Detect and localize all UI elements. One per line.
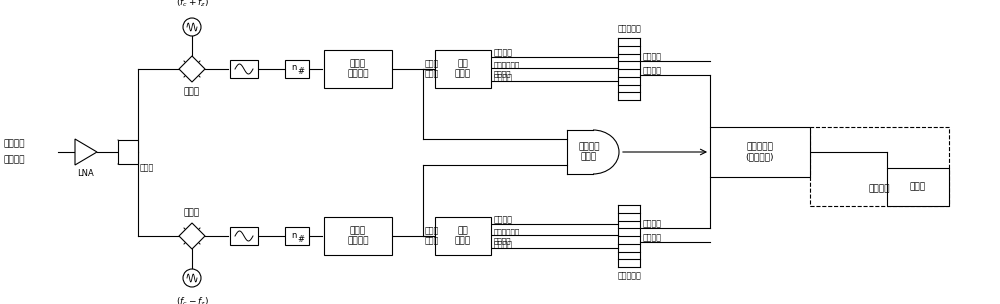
- Text: 接收信号: 接收信号: [3, 156, 24, 164]
- Bar: [230, 227, 258, 245]
- Polygon shape: [179, 56, 205, 82]
- Text: n: n: [291, 230, 297, 240]
- Text: 切换执行器
(数据输出): 切换执行器 (数据输出): [746, 142, 774, 162]
- Text: 顺序写入: 顺序写入: [494, 71, 512, 77]
- Text: 地址总线: 地址总线: [494, 216, 513, 224]
- Bar: [285, 60, 309, 78]
- Text: 受控读出: 受控读出: [869, 185, 890, 194]
- Text: 上位机: 上位机: [910, 182, 926, 192]
- Text: 地址总线: 地址总线: [494, 49, 513, 57]
- Text: 误码率: 误码率: [425, 70, 439, 78]
- Text: LNA: LNA: [77, 170, 93, 178]
- Text: 通路选择
判别器: 通路选择 判别器: [578, 142, 600, 162]
- Polygon shape: [75, 139, 97, 165]
- Bar: [810, 127, 949, 206]
- Text: 数字化
解调处理: 数字化 解调处理: [347, 226, 369, 246]
- Text: #: #: [298, 234, 304, 244]
- Text: 信息
预处理: 信息 预处理: [455, 59, 471, 79]
- Text: 上通路: 上通路: [425, 60, 439, 68]
- Text: 数据总线: 数据总线: [494, 74, 513, 82]
- Text: n: n: [291, 64, 297, 72]
- Text: 数据总线: 数据总线: [643, 53, 662, 61]
- Text: 下通路: 下通路: [425, 226, 439, 236]
- Text: $(f_c+f_z)$: $(f_c+f_z)$: [176, 0, 208, 9]
- Polygon shape: [179, 223, 205, 249]
- Bar: [118, 140, 138, 164]
- Text: 顺序写入: 顺序写入: [494, 238, 512, 244]
- Text: 来自天线: 来自天线: [3, 140, 24, 148]
- Bar: [324, 50, 392, 88]
- Text: 信息
预处理: 信息 预处理: [455, 226, 471, 246]
- Bar: [230, 60, 258, 78]
- Text: 乘法器: 乘法器: [184, 209, 200, 217]
- Text: 分路器: 分路器: [140, 164, 154, 172]
- Text: 数字化
解调处理: 数字化 解调处理: [347, 59, 369, 79]
- Bar: [710, 127, 810, 177]
- Text: 乘法器: 乘法器: [184, 88, 200, 96]
- Text: 控制总线: 控制总线: [643, 67, 662, 75]
- Circle shape: [183, 269, 201, 287]
- Text: 数据总线: 数据总线: [643, 233, 662, 243]
- Circle shape: [183, 18, 201, 36]
- Text: 用户基带数据: 用户基带数据: [494, 62, 520, 68]
- Bar: [285, 227, 309, 245]
- Bar: [435, 50, 491, 88]
- Bar: [324, 217, 392, 255]
- Text: 数据总线: 数据总线: [494, 240, 513, 250]
- Text: 下区存储器: 下区存储器: [617, 271, 641, 281]
- Text: 控制总线: 控制总线: [643, 219, 662, 229]
- Text: 上区存储器: 上区存储器: [617, 25, 641, 33]
- Text: $(f_c-f_z)$: $(f_c-f_z)$: [176, 296, 208, 304]
- Bar: [435, 217, 491, 255]
- Text: 误码率: 误码率: [425, 237, 439, 246]
- Text: 用户基带数据: 用户基带数据: [494, 229, 520, 235]
- Bar: [887, 168, 949, 206]
- Text: #: #: [298, 67, 304, 77]
